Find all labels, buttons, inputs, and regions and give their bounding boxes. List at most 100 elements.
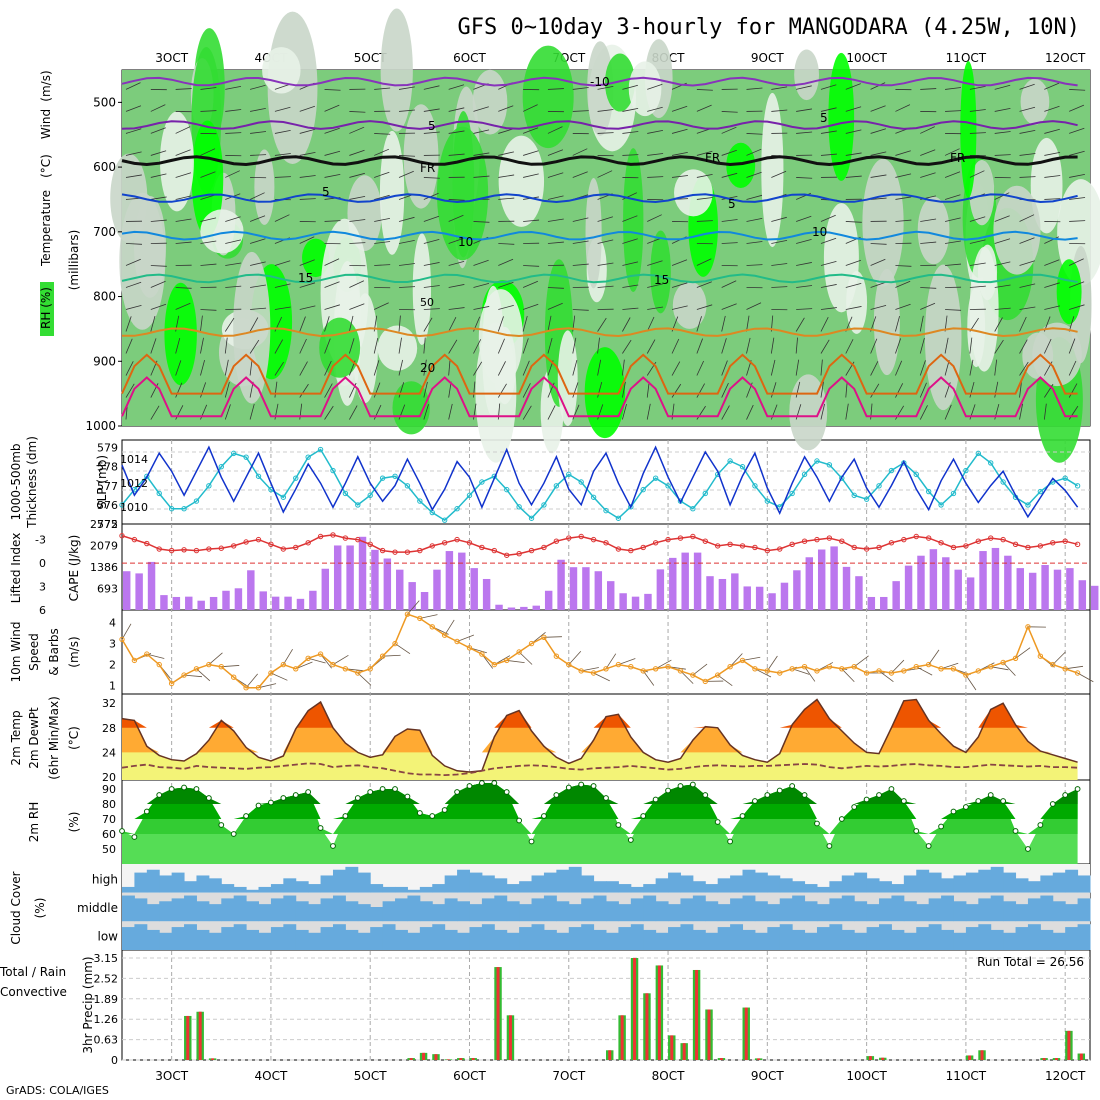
cape-bar (445, 551, 454, 610)
thickness-line-marker (280, 494, 287, 500)
cloud-bar-middle (854, 901, 868, 922)
wind-barb (845, 282, 862, 288)
wind-barb (870, 338, 878, 354)
thickness-line-marker (342, 490, 349, 497)
wind-barb (721, 111, 738, 113)
cloud-bar-middle (841, 895, 855, 922)
wind-barb (597, 359, 602, 376)
top-time-label: 11OCT (946, 51, 987, 65)
wind-barb (523, 150, 539, 156)
wind-barb (299, 151, 316, 156)
rh2m-marker (1062, 792, 1069, 798)
wind10m-barb (121, 623, 132, 640)
thickness-line-marker (206, 483, 212, 489)
cape-bar (755, 586, 764, 610)
thickness-tick: 577 (97, 480, 118, 493)
cloud-bar-low (1027, 924, 1041, 950)
cape-bar (656, 569, 665, 610)
dewpoint-line (121, 762, 1078, 777)
rh2m-marker (627, 837, 634, 843)
wind-barb (200, 263, 217, 266)
slp-label-thickness-unit: Thickness (dm) (25, 436, 39, 529)
lifted-index-line-marker (181, 547, 187, 553)
wind-barb (920, 302, 936, 310)
lifted-index-line-marker (901, 536, 907, 543)
cape-bar (681, 552, 689, 610)
wind-barb (845, 403, 849, 420)
wind-barb (1044, 198, 1061, 200)
cloud-bar-low (208, 932, 222, 950)
rh2m-marker (181, 784, 187, 791)
cloud-bar-high (606, 881, 619, 893)
wind-barb (746, 171, 762, 178)
wind-barb (696, 383, 705, 398)
wind-barb (324, 281, 340, 288)
chart-title: GFS 0~10day 3-hourly for MANGODARA (4.25… (457, 15, 1080, 40)
rh2m-label: 2m RH (27, 802, 41, 843)
wind10m-barb (841, 668, 855, 683)
cape-bar (1066, 568, 1074, 610)
thickness-line-marker (441, 517, 448, 523)
wind-speed-line-marker (1000, 659, 1006, 666)
lifted-index-line-marker (739, 543, 746, 549)
wind-barb (225, 216, 241, 222)
wind-barb (622, 131, 639, 134)
isotherm-line (121, 273, 1078, 284)
cloud-bar-middle (308, 904, 322, 922)
wind-barb (845, 381, 848, 398)
cloud-bar-high (978, 869, 992, 893)
cape-bar (321, 568, 330, 610)
precip-convective-bar (1079, 1053, 1083, 1060)
cloud-bar-high (754, 872, 768, 893)
wind-barb (498, 128, 514, 134)
cloud-bar-low (854, 932, 868, 950)
thickness-line-marker (479, 479, 485, 485)
wind10m-barb (1077, 672, 1094, 683)
wind-barb (448, 237, 464, 244)
wind-barb (920, 172, 936, 178)
lifted-index-line-marker (454, 536, 460, 543)
cloud-bar-middle (618, 904, 632, 922)
wind10m-barb (282, 648, 293, 665)
wind-barb (249, 215, 266, 222)
cape-bar (1004, 555, 1012, 610)
cloud-bar-low (332, 924, 346, 950)
panel-frame-wind (121, 609, 1091, 695)
wind-barb (1069, 197, 1086, 200)
rh2m-tick: 60 (102, 828, 116, 841)
wind-barb (647, 106, 663, 112)
wind-barb (671, 105, 688, 112)
wind-barb (870, 128, 887, 134)
wind-barb (423, 359, 427, 376)
lifted-index-line-marker (652, 540, 659, 546)
wind10m-barb (742, 656, 761, 661)
cape-bar (185, 596, 193, 610)
wind-barb (646, 339, 656, 354)
wind-barb (721, 382, 729, 398)
lifted-index-line-marker (168, 547, 175, 554)
wind-speed-line-marker (1012, 655, 1019, 661)
wind-barb (622, 84, 638, 90)
cloud-bar-middle (258, 904, 272, 922)
wind-barb (945, 309, 962, 311)
wind-barb (473, 221, 490, 223)
rh2m-marker (342, 813, 349, 819)
rh2m-marker (255, 802, 262, 809)
cape-bar (805, 557, 814, 610)
cape-bar (1028, 572, 1037, 610)
wind10m-barb (184, 674, 203, 678)
wind-speed-line-marker (355, 670, 361, 676)
cloud-bar-middle (990, 895, 1004, 922)
wind-barb (274, 381, 278, 398)
wind-barb (423, 308, 440, 310)
wind-barb (274, 306, 291, 310)
lifted-index-line-marker (553, 538, 560, 544)
precip-convective-bar (719, 1058, 723, 1060)
cloud-bar-middle (804, 901, 818, 922)
wind-barb (920, 126, 935, 134)
lifted-index-line-marker (888, 540, 895, 546)
cloud-bar-low (978, 924, 992, 950)
cape-bar (160, 595, 168, 610)
wind10m-barb (804, 666, 816, 682)
wind-barb (175, 218, 192, 222)
